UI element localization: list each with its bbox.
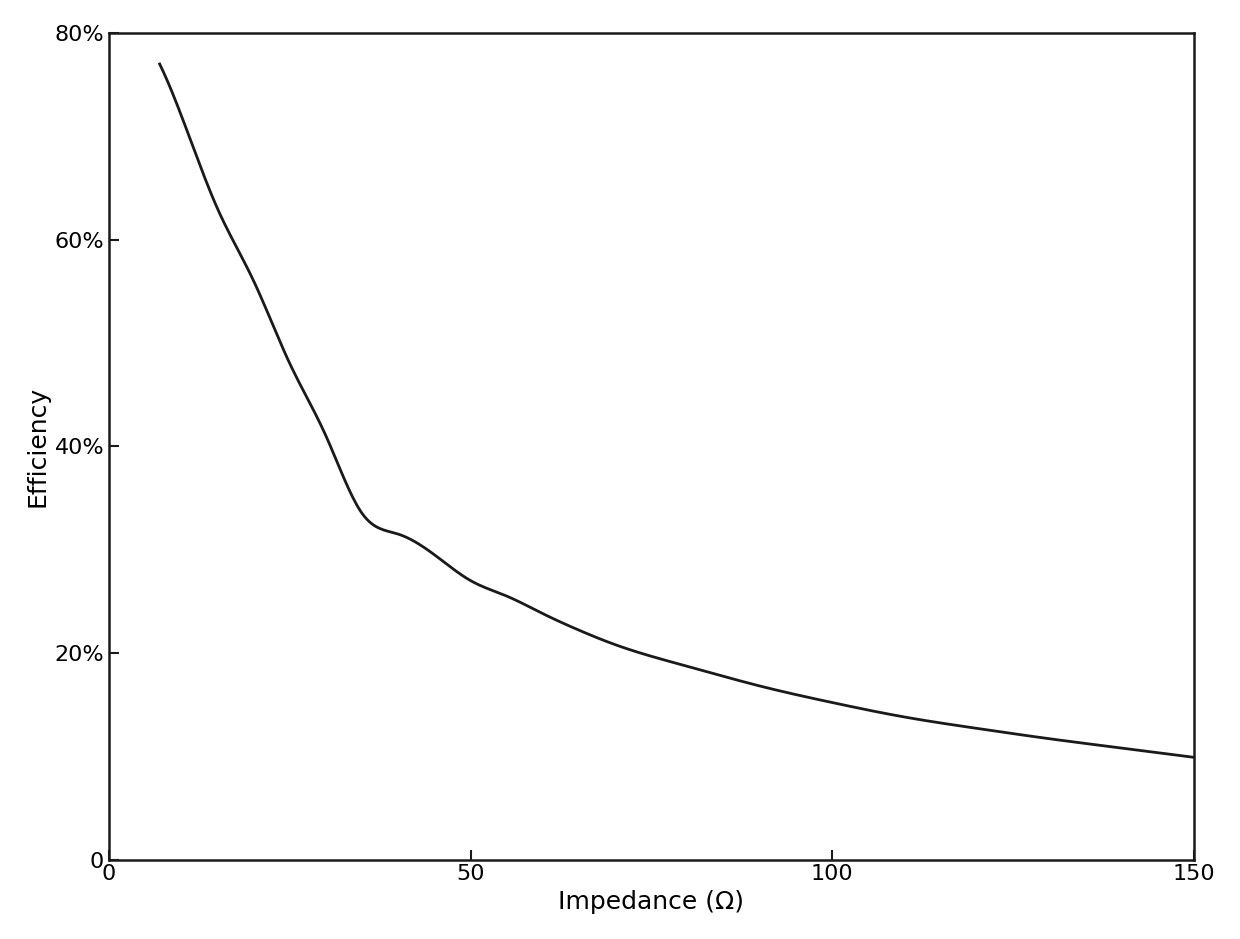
Y-axis label: Efficiency: Efficiency (25, 386, 50, 507)
X-axis label: Impedance (Ω): Impedance (Ω) (558, 890, 744, 914)
